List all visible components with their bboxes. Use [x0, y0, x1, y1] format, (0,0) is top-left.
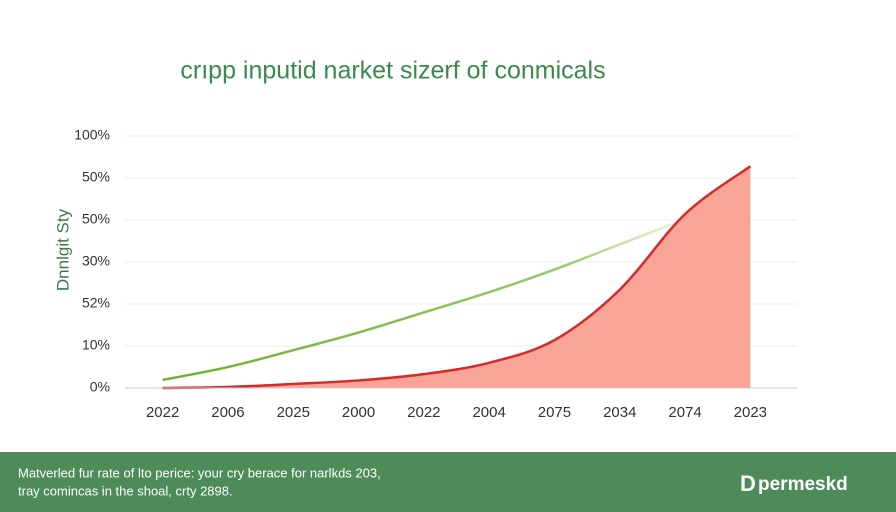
y-tick-label: 100% [74, 127, 110, 143]
x-tick-label: 2074 [668, 404, 701, 421]
line [162, 217, 686, 382]
area [162, 166, 751, 388]
x-tick-label: 2004 [472, 404, 505, 421]
y-tick-label: 52% [82, 295, 110, 311]
logo: permeskd [758, 474, 848, 495]
y-tick-label: 10% [82, 337, 110, 353]
x-tick-label: 2023 [734, 404, 767, 421]
footer-band [0, 452, 896, 512]
x-tick-label: 2022 [407, 404, 440, 421]
x-tick-label: 2075 [538, 404, 571, 421]
logo-mark: D [740, 471, 756, 496]
line [162, 165, 752, 390]
y-tick-label: 30% [82, 253, 110, 269]
y-tick-label: 50% [82, 211, 110, 227]
chart-title: crıpp inputid narket sizerf of conmicals [180, 57, 605, 85]
x-tick-label: 2006 [211, 404, 244, 421]
y-tick-label: 50% [82, 169, 110, 185]
x-tick-label: 2025 [277, 404, 310, 421]
y-axis-label: Dnnlgit Sty [53, 208, 72, 291]
x-tick-label: 2000 [342, 404, 375, 421]
x-tick-label: 2034 [603, 404, 636, 421]
x-tick-label: 2022 [146, 404, 179, 421]
footer-text: Matverled fur rate of lto perice: your c… [18, 465, 381, 480]
footer-text: tray comincas in the shoal, crty 2898. [18, 483, 233, 498]
plot: 0% 10% 52% 30% 50% 50% 100% 2022 2006 2025 2000 202… [74, 127, 797, 421]
y-tick-label: 0% [90, 379, 110, 395]
